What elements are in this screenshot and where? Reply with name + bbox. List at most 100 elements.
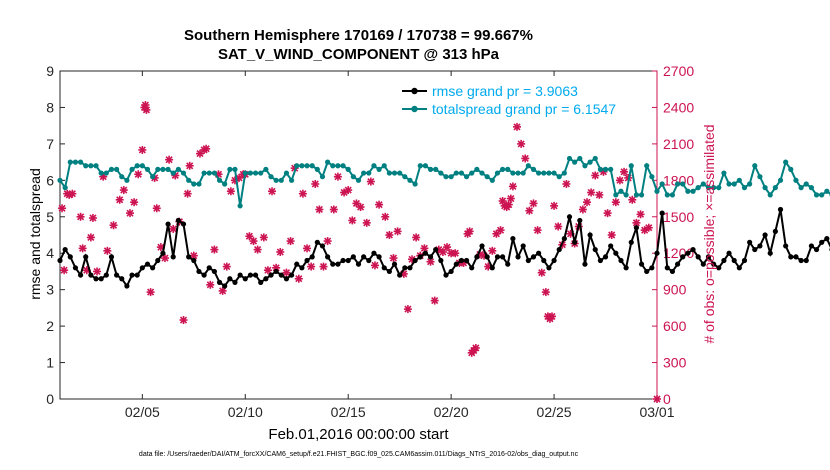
y-tick-label-left: 6	[46, 172, 54, 188]
rmse-point	[335, 261, 341, 267]
obs-point	[488, 246, 497, 255]
spread-point	[340, 163, 346, 169]
obs-point	[103, 246, 112, 255]
spread-point	[453, 170, 459, 176]
obs-point	[506, 194, 515, 203]
rmse-point	[530, 254, 537, 260]
spread-point	[438, 170, 444, 176]
spread-point	[309, 163, 315, 169]
spread-point	[227, 166, 233, 172]
obs-point	[276, 248, 285, 257]
obs-point	[370, 261, 379, 270]
rmse-point	[98, 276, 104, 282]
rmse-point	[623, 265, 629, 271]
spread-point	[103, 170, 109, 176]
spread-point	[731, 181, 737, 187]
spread-point	[124, 177, 130, 183]
y-tick-label-right: 0	[663, 391, 671, 407]
rmse-point	[479, 243, 485, 249]
rmse-point	[67, 254, 73, 260]
rmse-point	[463, 257, 470, 264]
spread-point	[433, 166, 439, 172]
rmse-point	[376, 254, 382, 260]
spread-point	[489, 177, 495, 183]
obs-point	[263, 266, 272, 275]
spread-point	[463, 174, 470, 180]
y-tick-label-right: 2100	[663, 136, 694, 152]
y-tick-label-right: 2700	[663, 63, 694, 79]
spread-point	[160, 166, 166, 172]
rmse-point	[165, 221, 171, 227]
rmse-point	[505, 261, 511, 267]
obs-point	[86, 233, 95, 242]
spread-point	[57, 177, 63, 183]
rmse-point	[536, 250, 542, 256]
obs-point	[315, 205, 324, 214]
rmse-point	[654, 250, 660, 256]
spread-point	[638, 192, 645, 198]
rmse-point	[325, 254, 331, 260]
rmse-point	[551, 257, 557, 264]
obs-point	[298, 189, 307, 198]
spread-point	[726, 181, 732, 187]
spread-point	[62, 185, 68, 191]
obs-point	[541, 288, 550, 297]
legend-label: rmse grand pr = 3.9063	[432, 83, 578, 99]
rmse-point	[139, 265, 145, 271]
rmse-point	[638, 261, 645, 267]
obs-point	[119, 186, 128, 195]
rmse-point	[422, 250, 429, 256]
spread-point	[520, 170, 526, 176]
rmse-point	[427, 254, 434, 260]
y-tick-label-left: 1	[46, 355, 54, 371]
obs-point	[259, 233, 268, 242]
obs-point	[513, 122, 522, 131]
obs-point	[78, 244, 87, 253]
obs-point	[125, 209, 134, 218]
spread-point	[325, 159, 331, 165]
obs-point	[245, 232, 254, 241]
obs-point	[356, 203, 365, 212]
rmse-point	[669, 268, 676, 275]
spread-point	[808, 185, 814, 191]
legend-marker	[411, 105, 418, 113]
obs-point	[451, 249, 460, 258]
obs-point	[548, 312, 557, 321]
spread-point	[762, 185, 768, 191]
spread-point	[397, 170, 403, 176]
obs-point	[636, 210, 645, 219]
rmse-point	[196, 268, 202, 275]
spread-point	[191, 181, 197, 187]
obs-point	[403, 305, 412, 314]
obs-point	[517, 139, 526, 148]
spread-point	[752, 163, 758, 169]
spread-point	[427, 166, 434, 172]
obs-point	[533, 226, 542, 235]
obs-point	[253, 245, 262, 254]
spread-point	[664, 192, 670, 198]
rmse-point	[407, 265, 413, 271]
x-tick-label: 02/20	[434, 404, 469, 420]
spread-point	[654, 188, 660, 194]
spread-point	[412, 181, 418, 187]
rmse-point	[767, 250, 773, 256]
spread-point	[386, 170, 392, 176]
spread-point	[186, 177, 192, 183]
obs-point	[595, 190, 604, 199]
spread-point	[479, 170, 485, 176]
spread-point	[685, 188, 691, 194]
spread-point	[258, 170, 264, 176]
spread-point	[299, 163, 305, 169]
rmse-point	[232, 279, 238, 285]
spread-point	[361, 170, 367, 176]
spread-point	[551, 170, 557, 176]
rmse-point	[772, 228, 778, 234]
spread-point	[741, 185, 748, 191]
spread-point	[448, 174, 454, 180]
rmse-point	[258, 279, 264, 285]
obs-point	[185, 161, 194, 170]
spread-point	[525, 163, 531, 169]
spread-point	[623, 192, 629, 198]
spread-point	[335, 163, 341, 169]
